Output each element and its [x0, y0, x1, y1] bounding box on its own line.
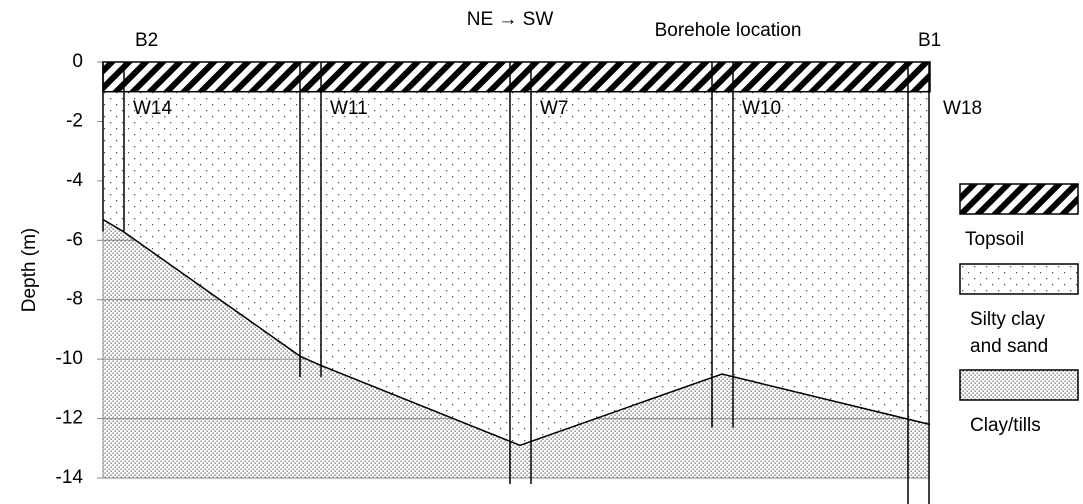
borehole-label: W10	[742, 98, 781, 119]
y-tick-label: -4	[66, 170, 83, 191]
end-label: B2	[135, 30, 158, 51]
y-tick-label: -10	[56, 348, 83, 369]
end-label: B1	[918, 30, 941, 51]
borehole-label: W7	[540, 98, 569, 119]
subtitle: Borehole location	[655, 20, 802, 41]
direction: NE → SW	[467, 9, 554, 30]
legend-label: Topsoil	[965, 229, 1024, 250]
legend-label: and sand	[970, 336, 1048, 357]
y-tick-label: -2	[66, 110, 83, 131]
y-tick-label: 0	[72, 51, 83, 72]
legend-swatch	[959, 369, 1079, 401]
y-tick-label: -6	[66, 229, 83, 250]
topsoil-layer	[102, 61, 931, 93]
borehole-label: W11	[330, 98, 368, 119]
legend-label: Clay/tills	[970, 415, 1041, 436]
borehole-label: W14	[133, 98, 173, 119]
y-tick-label: -8	[66, 289, 83, 310]
legend-swatch	[959, 183, 1079, 215]
silty-layer	[103, 91, 930, 446]
layer-boundary	[102, 218, 931, 447]
borehole-label: W18	[943, 98, 982, 119]
y-axis-label: Depth (m)	[19, 228, 40, 312]
legend-label: Silty clay	[970, 309, 1045, 330]
y-tick-label: -12	[56, 408, 83, 429]
clay-layer	[103, 219, 930, 478]
y-tick-label: -14	[56, 467, 84, 488]
legend-swatch	[959, 263, 1079, 295]
